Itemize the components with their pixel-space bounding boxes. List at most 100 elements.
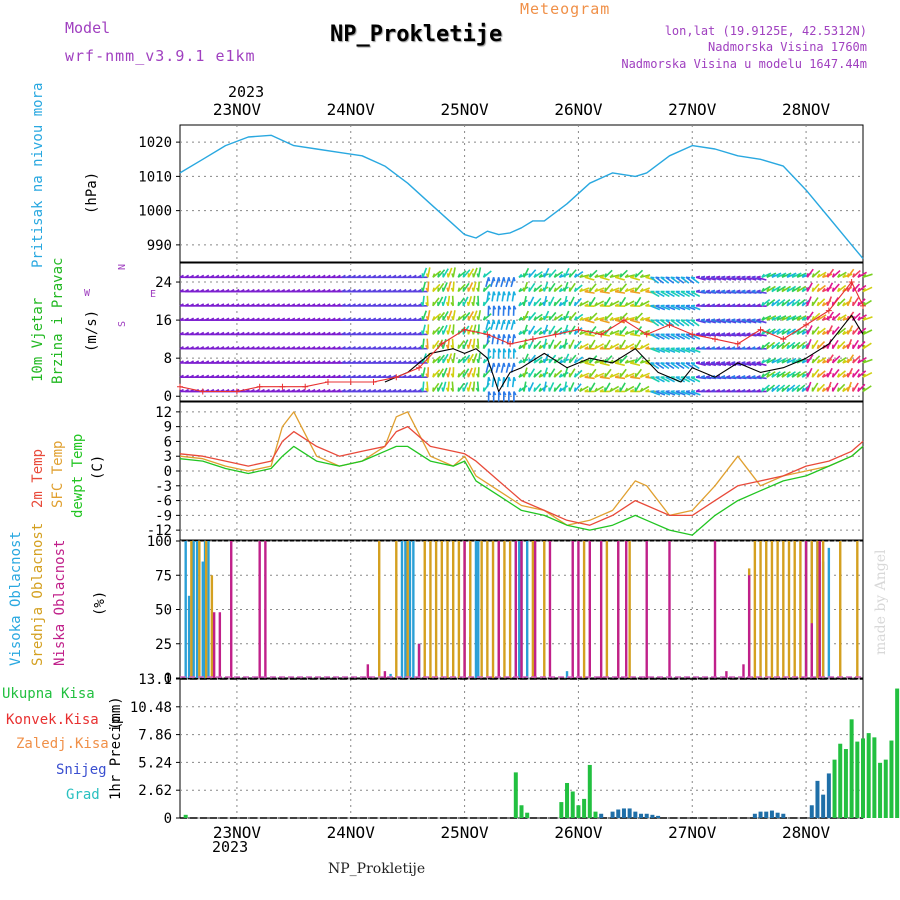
wind-barb-head [685,347,690,350]
wind-barb-head [831,287,835,292]
wind-barb-head [553,344,557,349]
wind-barb-head [462,316,465,321]
cloud-mid-bar [776,541,779,678]
wind-barb-head [584,332,589,336]
wind-barb-head [786,287,790,292]
wind-barb [553,327,563,335]
wind-barb-head [220,331,225,336]
wind-barb-head [209,317,215,321]
wind-barb-head [578,387,583,392]
wind-barb-head [366,317,372,321]
wind-barb-head [508,376,512,382]
precip-snow-bar [644,813,649,818]
cloud-mid-bar [210,575,214,678]
credit-label: made by Angel [873,549,889,656]
wind-barb [761,328,771,336]
wind-barb [645,290,656,294]
wind-barb-head [771,316,775,321]
cloud-mid-bar [429,541,432,678]
wind-barb-head [624,359,629,364]
wind-barb-head [518,387,522,392]
wind-barb-head [862,387,866,392]
wind-barb-head [326,346,331,350]
wind-barb-head [356,360,361,364]
precip-snow-bar [599,813,604,818]
wind-barb-head [518,316,523,321]
wind-barb [675,347,686,353]
wind-barb-head [220,303,225,307]
wind-barb [826,268,835,278]
wind-barb [594,385,604,393]
wind-barb [862,273,873,279]
wind-barb [432,283,441,293]
wind-barb-head [215,274,220,278]
wind-barb [472,267,478,278]
wind-barb [837,298,846,307]
wind-barb-head [518,373,522,378]
wind-barb-head [710,303,716,307]
wind-barb-head [194,303,200,307]
clouds-ytick-label: 100 [147,534,172,550]
wind-barb [553,340,562,350]
wind-barb-head [518,344,522,350]
wind-barb-head [650,276,655,279]
wind-barb [655,390,666,396]
wind-barb-head [599,361,604,364]
wind-barb-head [184,274,189,278]
wind-barb-head [806,273,809,278]
wind-barb [817,271,827,278]
wind-barb-head [862,287,867,293]
wind-barb-head [487,277,491,282]
wind-barb-head [695,346,700,350]
wind-barb-head [204,303,210,307]
wind-barb-head [846,344,849,349]
wind-barb [579,372,590,378]
wind-barb [705,319,717,324]
date-label-top: 25NOV [440,100,489,119]
wind-barb-head [548,273,551,278]
wind-barb-head [796,287,800,292]
wind-barb-head [492,362,496,368]
wind-barb-head [245,303,250,307]
wind-barb [485,277,490,288]
wind-barb-head [446,358,449,364]
wind-barb [496,377,500,388]
wind-barb-head [204,388,210,393]
wind-barb [437,296,444,307]
wind-barb [791,315,802,321]
wind-barb-head [710,374,716,378]
wind-barb-head [326,388,331,393]
wind-barb [766,328,776,336]
wind-barb [705,276,716,281]
wind-barb-head [522,301,525,307]
wind-barb-head [220,374,225,378]
wind-barb-head [837,273,841,278]
wind-barb-head [584,346,589,350]
wind-barb [791,384,801,393]
wind-barb-head [301,331,306,336]
wind-barb-head [513,334,517,339]
wind-barb [786,272,797,279]
cloud-mid-bar [491,541,495,678]
precip-total-bar [519,805,524,818]
clouds-frame [179,540,864,679]
wind-barb [711,276,722,281]
wind-barb-head [857,330,861,335]
wind-gust-line-marker [598,331,605,338]
wind-barb-head [240,288,245,293]
wind-barb-head [392,374,397,378]
wind-barb-head [179,346,184,350]
wind-barb [447,338,450,349]
wind-barb-head [240,317,245,321]
wind-barb-head [579,330,583,335]
wind-gust-line-marker [529,336,536,343]
wind-barb [614,276,625,281]
wind-barb-head [533,273,537,278]
wind-barb [700,333,712,337]
wind-barb-head [235,346,240,350]
wind-barb-head [521,387,525,392]
wind-barb-head [801,330,805,335]
precip-total-bar [889,740,894,818]
wind-barb [604,355,613,364]
wind-barb-head [199,274,205,278]
